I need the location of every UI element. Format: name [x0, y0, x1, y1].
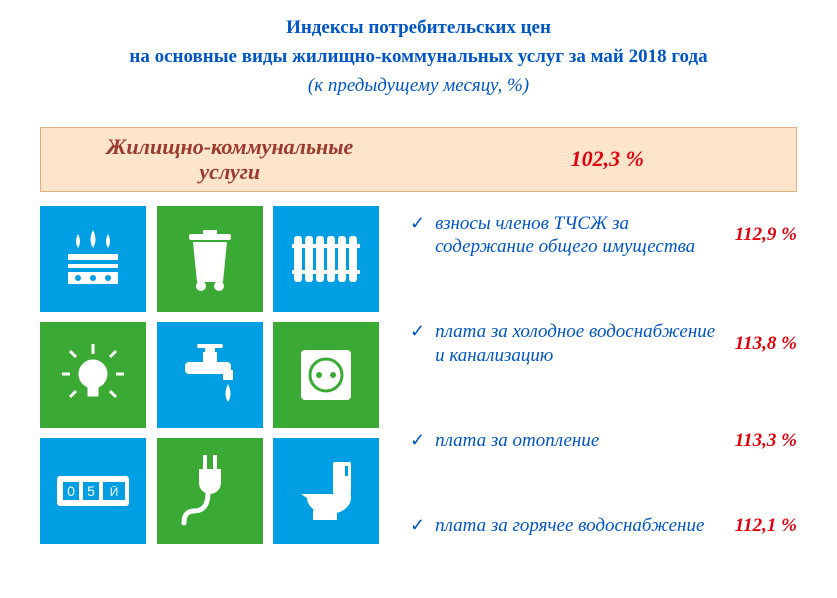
content-row: 0 5 Ӣ — [40, 206, 797, 544]
item-value: 113,3 % — [735, 430, 797, 452]
svg-text:Ӣ: Ӣ — [110, 485, 119, 499]
check-icon: ✓ — [410, 516, 425, 534]
subtitle: (к предыдущему месяцу, %) — [40, 75, 797, 97]
svg-text:5: 5 — [87, 483, 95, 499]
radiator-icon — [273, 206, 379, 312]
list-item: ✓ плата за горячее водоснабжение 112,1 % — [410, 514, 797, 538]
list-item: ✓ плата за отопление 113,3 % — [410, 429, 797, 453]
title-line-1: Индексы потребительских цен — [40, 14, 797, 43]
list-item: ✓ плата за холодное водоснабжение и кана… — [410, 320, 797, 368]
gas-stove-icon — [40, 206, 146, 312]
meter-icon: 0 5 Ӣ — [40, 438, 146, 544]
item-label: плата за холодное водоснабжение и канали… — [435, 320, 735, 368]
summary-value: 102,3 % — [419, 146, 797, 172]
toilet-icon — [273, 438, 379, 544]
list-item: ✓ взносы членов ТЧСЖ за содержание общег… — [410, 212, 797, 260]
item-label: плата за отопление — [435, 429, 735, 453]
item-value: 113,8 % — [735, 333, 797, 355]
summary-bar: Жилищно-коммунальные услуги 102,3 % — [40, 127, 797, 192]
lightbulb-icon — [40, 322, 146, 428]
item-label: взносы членов ТЧСЖ за содержание общего … — [435, 212, 735, 260]
header: Индексы потребительских цен на основные … — [0, 0, 837, 105]
item-label: плата за горячее водоснабжение — [435, 514, 735, 538]
svg-text:0: 0 — [67, 483, 75, 499]
items-list: ✓ взносы членов ТЧСЖ за содержание общег… — [410, 206, 797, 544]
trash-bin-icon — [157, 206, 263, 312]
title-line-2: на основные виды жилищно-коммунальных ус… — [40, 43, 797, 72]
faucet-icon — [157, 322, 263, 428]
item-value: 112,9 % — [735, 224, 797, 246]
icon-grid: 0 5 Ӣ — [40, 206, 380, 544]
check-icon: ✓ — [410, 431, 425, 449]
summary-label: Жилищно-коммунальные услуги — [41, 134, 419, 185]
power-socket-icon — [273, 322, 379, 428]
check-icon: ✓ — [410, 322, 425, 340]
power-plug-icon — [157, 438, 263, 544]
item-value: 112,1 % — [735, 515, 797, 537]
check-icon: ✓ — [410, 214, 425, 232]
